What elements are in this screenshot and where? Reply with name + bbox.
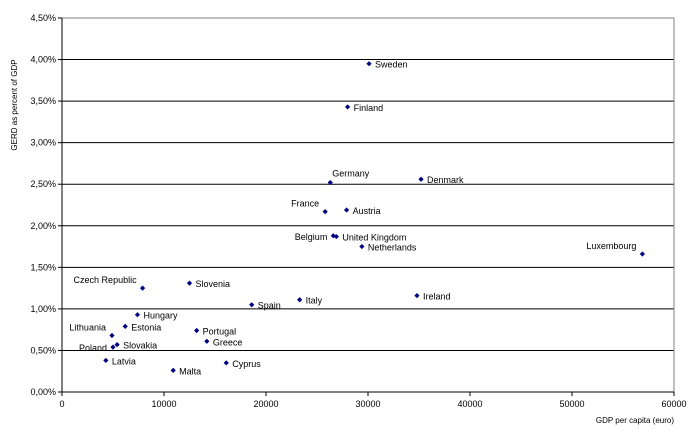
point-label: Latvia — [112, 356, 136, 366]
point-label: Slovakia — [123, 341, 157, 351]
data-point-greece — [204, 338, 210, 344]
point-label: Portugal — [203, 326, 237, 336]
point-label: Estonia — [131, 322, 161, 332]
x-tick-label: 30000 — [355, 399, 380, 409]
x-tick-label: 20000 — [253, 399, 278, 409]
y-tick-label: 2,50% — [30, 179, 56, 189]
point-label: Finland — [354, 103, 384, 113]
data-point-france — [322, 209, 328, 215]
point-label: Belgium — [295, 232, 328, 242]
data-point-lithuania — [109, 332, 115, 339]
gridlines — [62, 17, 674, 351]
point-label: Cyprus — [232, 359, 261, 369]
y-tick-label: 0,50% — [30, 345, 56, 355]
x-tick-label: 10000 — [151, 399, 176, 409]
y-tick-label: 3,50% — [30, 96, 56, 106]
data-point-malta — [170, 367, 176, 373]
data-point-netherlands — [359, 243, 365, 250]
data-point-denmark — [418, 176, 424, 182]
point-label: Hungary — [143, 311, 178, 321]
data-point-hungary — [134, 312, 141, 318]
data-point-united-kingdom — [333, 233, 339, 240]
point-labels: Sweden Finland Germany Denmark France Austria… — [69, 60, 636, 377]
point-label: Czech Republic — [74, 275, 138, 285]
point-label: Ireland — [423, 292, 451, 302]
tick-labels: 0,00% 0,50% 1,00% 1,50% 2,00% 2,50% 3,00% 3,50%… — [30, 13, 686, 409]
point-label: Germany — [332, 169, 370, 179]
data-point-slovakia — [114, 342, 120, 348]
y-tick-label: 1,00% — [30, 304, 56, 314]
data-point-cyprus — [223, 360, 229, 366]
x-axis-title: GDP per capita (euro) — [596, 416, 674, 425]
data-point-estonia — [122, 323, 128, 329]
y-tick-label: 4,50% — [30, 13, 56, 23]
y-tick-label: 1,50% — [30, 262, 56, 272]
data-point-sweden — [366, 61, 372, 67]
point-label: Poland — [79, 343, 107, 353]
x-tick-label: 0 — [59, 399, 64, 409]
x-tick-label: 60000 — [661, 399, 686, 409]
data-point-spain — [249, 302, 255, 308]
axes — [58, 17, 675, 396]
data-point-slovenia — [186, 280, 193, 286]
data-point-finland — [345, 104, 351, 110]
data-point-poland — [110, 344, 116, 350]
y-tick-label: 3,00% — [30, 138, 56, 148]
data-point-czech-republic — [139, 285, 146, 291]
data-point-portugal — [194, 327, 200, 334]
data-point-ireland — [414, 292, 420, 299]
x-tick-label: 50000 — [559, 399, 584, 409]
point-label: Slovenia — [196, 279, 231, 289]
point-label: Netherlands — [368, 243, 417, 253]
data-point-italy — [297, 297, 303, 303]
y-tick-label: 2,00% — [30, 221, 56, 231]
point-label: Greece — [213, 337, 243, 347]
y-tick-label: 4,00% — [30, 55, 56, 65]
y-tick-label: 0,00% — [30, 387, 56, 397]
data-point-austria — [343, 207, 350, 213]
point-label: Austria — [353, 206, 381, 216]
point-label: Italy — [306, 296, 323, 306]
data-point-latvia — [103, 357, 109, 364]
point-label: Lithuania — [69, 322, 106, 332]
data-point-luxembourg — [639, 251, 645, 257]
point-label: United Kingdom — [342, 233, 406, 243]
point-label: Spain — [258, 301, 281, 311]
point-label: Sweden — [375, 60, 408, 70]
point-label: Luxembourg — [586, 241, 636, 251]
point-label: France — [291, 199, 319, 209]
point-label: Malta — [179, 366, 201, 376]
data-point-germany — [327, 179, 333, 186]
point-label: Denmark — [427, 175, 464, 185]
y-axis-title: GERD as percent of GDP — [10, 59, 19, 150]
x-tick-label: 40000 — [457, 399, 482, 409]
data-points — [103, 61, 645, 373]
